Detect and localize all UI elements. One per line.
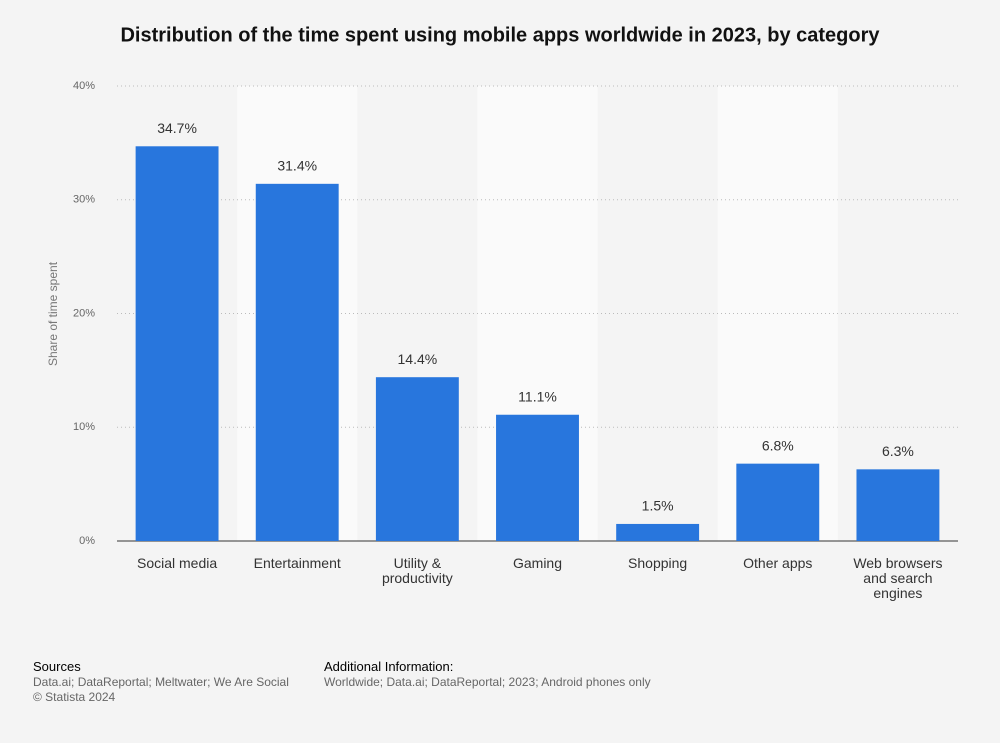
value-label: 34.7% — [157, 120, 197, 136]
bar — [135, 146, 219, 541]
x-tick-label: Gaming — [512, 555, 563, 571]
y-tick-label: 40% — [73, 80, 95, 92]
sources-text: Data.ai; DataReportal; Meltwater; We Are… — [33, 675, 289, 689]
value-label: 6.8% — [762, 437, 794, 453]
sources: Sources Data.ai; DataReportal; Meltwater… — [33, 659, 289, 705]
value-label: 14.4% — [398, 351, 438, 367]
bar — [856, 469, 940, 541]
bar — [255, 183, 339, 541]
x-tick-label: Web browsers and search engines — [853, 555, 943, 601]
x-tick-label: Social media — [136, 555, 218, 571]
x-tick-label: Shopping — [628, 555, 688, 571]
x-tick-label: Other apps — [743, 555, 813, 571]
copyright: © Statista 2024 — [33, 690, 116, 704]
info-title: Additional Information: — [324, 659, 454, 674]
y-tick-label: 10% — [73, 421, 95, 433]
value-label: 1.5% — [642, 498, 674, 514]
bar — [616, 523, 700, 541]
bar — [496, 414, 579, 541]
x-tick-label: Utility & productivity — [381, 555, 453, 586]
y-tick-label: 0% — [79, 535, 95, 547]
y-tick-label: 20% — [73, 307, 95, 319]
chart-title: Distribution of the time spent using mob… — [120, 24, 880, 46]
info-text: Worldwide; Data.ai; DataReportal; 2023; … — [324, 675, 651, 689]
additional-info: Additional Information: Worldwide; Data.… — [324, 659, 651, 690]
value-label: 31.4% — [277, 158, 317, 174]
y-axis-label: Share of time spent — [46, 261, 60, 366]
bar — [375, 377, 459, 541]
x-tick-label: Entertainment — [253, 555, 341, 571]
y-tick-label: 30% — [73, 194, 95, 206]
bar — [736, 463, 820, 541]
value-label: 6.3% — [882, 443, 914, 459]
sources-title: Sources — [33, 659, 81, 674]
value-label: 11.1% — [518, 388, 557, 404]
